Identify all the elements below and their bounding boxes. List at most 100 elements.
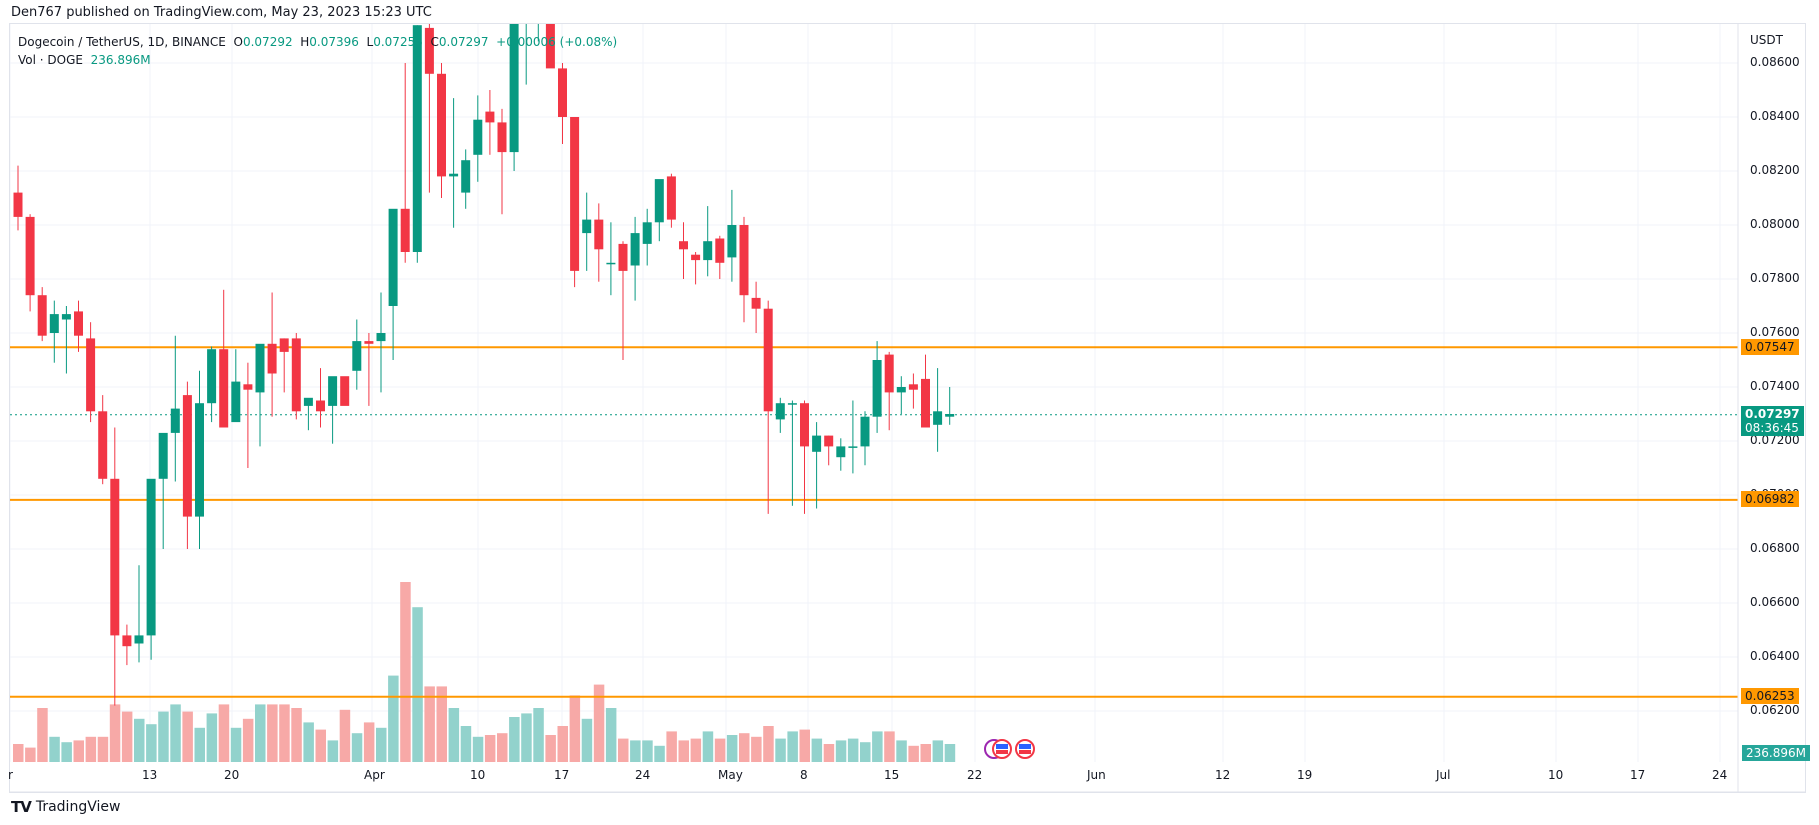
volume-bar: [85, 736, 97, 762]
candle-body: [654, 179, 664, 223]
time-tick-label: 13: [142, 768, 158, 782]
price-tick-label: 0.06800: [1750, 541, 1800, 555]
volume-bar: [932, 740, 944, 762]
candle-body: [775, 403, 785, 420]
candle-body: [122, 635, 132, 647]
volume-bar: [49, 736, 60, 762]
volume-bar: [702, 731, 714, 762]
time-tick-label: 22: [967, 768, 983, 782]
volume-bar: [472, 736, 484, 762]
time-tick-label: 24: [1712, 768, 1728, 782]
volume-row: Vol · DOGE 236.896M: [18, 51, 617, 69]
candle-body: [231, 381, 241, 423]
candle-body: [860, 416, 870, 447]
support-price-tag-2: 0.06253: [1741, 688, 1799, 704]
candle-body: [703, 241, 713, 261]
candle-body: [945, 414, 955, 417]
current-price-value: 0.07297: [1745, 407, 1800, 421]
candle-body: [110, 478, 120, 636]
volume-bar: [73, 740, 84, 762]
volume-bar: [678, 740, 689, 762]
volume-bar: [412, 607, 423, 762]
price-tick-label: 0.07800: [1750, 271, 1800, 285]
volume-bar: [521, 713, 532, 762]
volume-bar: [13, 744, 24, 762]
volume-bar: [230, 727, 242, 762]
price-tick-label: 0.08400: [1750, 109, 1800, 123]
price-tick-label: 0.06400: [1750, 649, 1800, 663]
candle-body: [872, 360, 882, 417]
candle-body: [340, 376, 350, 406]
support-price-tag-1: 0.06982: [1741, 491, 1799, 507]
volume-bar: [605, 708, 617, 762]
volume-bar: [255, 704, 266, 762]
candle-body: [715, 238, 725, 263]
volume-bar: [182, 711, 193, 762]
price-tick-label: 0.06200: [1750, 703, 1800, 717]
candle-body: [25, 216, 35, 296]
volume-bar: [666, 731, 677, 762]
candle-body: [522, 20, 531, 22]
candle-body: [618, 243, 628, 271]
time-tick-label: 10: [1548, 768, 1564, 782]
candle-body: [424, 27, 434, 74]
candle-body: [485, 111, 495, 123]
tradingview-brand[interactable]: TV TradingView: [11, 798, 120, 816]
price-tick-label: 0.07200: [1750, 433, 1800, 447]
volume-bar: [376, 727, 387, 762]
volume-bar: [739, 733, 750, 762]
volume-bar: [787, 731, 798, 762]
candle-body: [824, 435, 834, 447]
candle-body: [86, 338, 96, 412]
low-value: 0.07255: [373, 35, 423, 49]
time-tick-label: r: [8, 768, 13, 782]
volume-label[interactable]: Vol · DOGE: [18, 53, 83, 67]
volume-bar: [908, 745, 919, 762]
volume-bar: [581, 718, 593, 762]
price-tick-label: 0.08000: [1750, 217, 1800, 231]
candle-body: [328, 376, 338, 406]
ohlc-row: Dogecoin / TetherUS, 1D, BINANCE O0.0729…: [18, 33, 617, 51]
volume-bar: [896, 740, 907, 762]
currency-label[interactable]: USDT: [1750, 33, 1783, 47]
low-label: L: [366, 35, 374, 49]
candle-body: [412, 25, 422, 253]
resistance-price-tag: 0.07547: [1741, 339, 1799, 355]
volume-bar: [847, 738, 859, 762]
volume-bar: [436, 686, 447, 762]
volume-bar: [327, 740, 339, 762]
flag-canton: [1019, 744, 1031, 749]
flag-stripes: [1019, 750, 1031, 754]
open-label: O: [233, 35, 243, 49]
candle-body: [836, 446, 846, 458]
volume-bar: [533, 708, 544, 762]
volume-bar: [860, 742, 871, 762]
high-label: H: [300, 35, 310, 49]
candle-body: [207, 349, 217, 404]
volume-bar: [654, 745, 665, 762]
price-tick-label: 0.07600: [1750, 325, 1800, 339]
volume-bar: [218, 704, 230, 762]
volume-bar: [448, 708, 460, 762]
volume-bar: [291, 708, 302, 762]
symbol-title[interactable]: Dogecoin / TetherUS, 1D, BINANCE: [18, 35, 226, 49]
candle-body: [497, 122, 507, 153]
time-tick-label: 15: [884, 768, 900, 782]
volume-bar: [170, 704, 181, 762]
candle-body: [509, 24, 519, 153]
candle-body: [461, 160, 471, 193]
volume-bar: [775, 738, 786, 762]
time-tick-label: 24: [635, 768, 651, 782]
candle-body: [219, 349, 229, 428]
time-tick-label: May: [718, 768, 743, 782]
volume-bar: [920, 744, 931, 762]
volume-bar: [545, 735, 556, 762]
volume-bar: [25, 747, 36, 762]
candle-body: [316, 400, 325, 412]
candle-body: [642, 222, 652, 244]
candle-body: [61, 314, 71, 320]
plot-area[interactable]: [10, 0, 1738, 762]
candle-body: [473, 119, 483, 155]
candle-body: [594, 219, 604, 250]
